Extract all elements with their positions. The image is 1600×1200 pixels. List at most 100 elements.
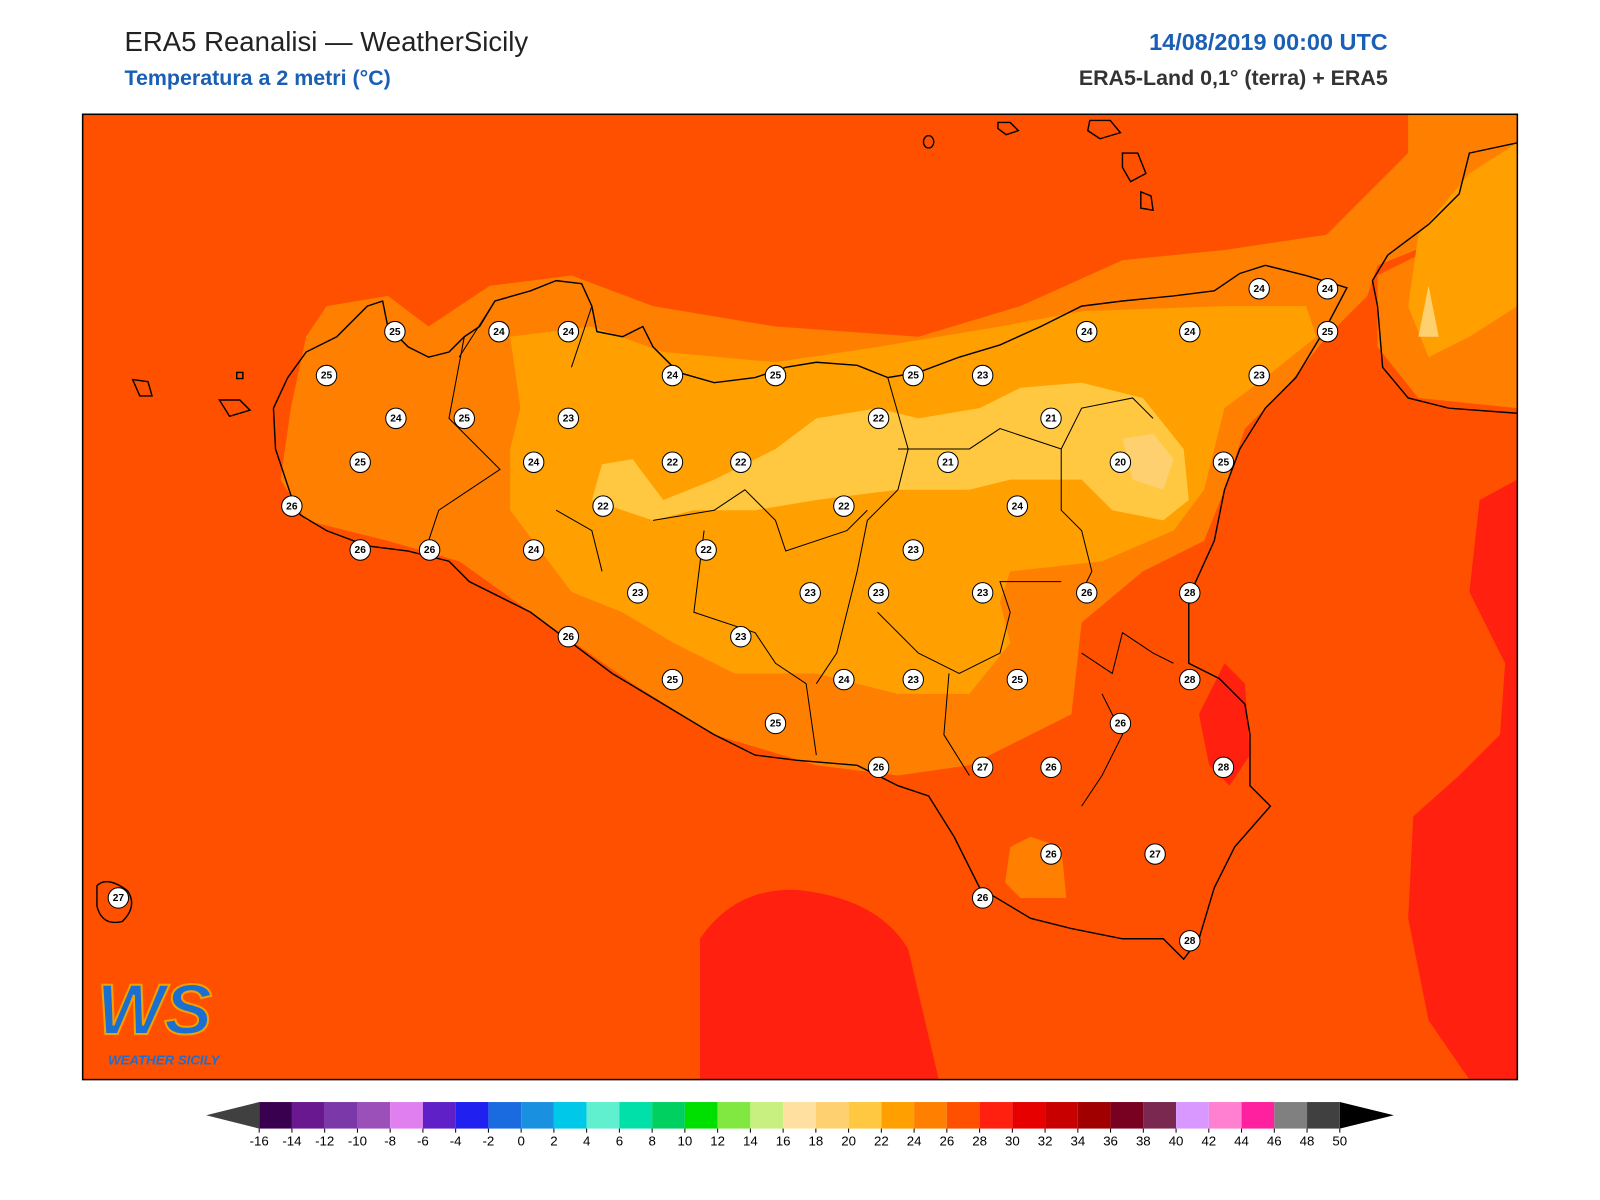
station-marker <box>385 407 407 430</box>
station-marker <box>833 668 855 691</box>
station-marker <box>902 668 924 691</box>
colorbar-tick-label: 26 <box>939 1133 954 1148</box>
station-value: 25 <box>1218 457 1230 468</box>
colorbar-band <box>1012 1102 1046 1129</box>
colorbar-tick-label: -2 <box>483 1133 495 1148</box>
station-marker <box>730 451 752 473</box>
station-marker <box>384 320 406 343</box>
colorbar-tick-label: -10 <box>348 1133 367 1148</box>
station-marker <box>867 582 890 604</box>
station-value: 26 <box>977 893 989 904</box>
colorbar-tick-label: 30 <box>1005 1133 1020 1148</box>
station-value: 25 <box>1012 675 1024 686</box>
colorbar-band <box>553 1102 587 1129</box>
station-value: 22 <box>700 545 712 556</box>
station-marker <box>627 582 649 604</box>
temperature-band <box>1122 433 1174 490</box>
station-marker <box>453 407 475 430</box>
colorbar-band <box>717 1102 751 1129</box>
station-value: 25 <box>389 327 401 338</box>
station-marker <box>1212 756 1235 779</box>
station-value: 26 <box>1081 588 1093 599</box>
colorbar-tick-label: 40 <box>1169 1133 1184 1148</box>
station-marker <box>971 887 994 909</box>
station-value: 22 <box>735 457 747 468</box>
station-value: 25 <box>770 371 782 382</box>
colorbar-band <box>455 1102 489 1129</box>
station-value: 24 <box>838 675 850 686</box>
station-marker <box>695 539 717 561</box>
station-value: 25 <box>459 414 471 425</box>
station-value: 25 <box>321 371 333 382</box>
colorbar-band <box>946 1102 980 1129</box>
station-value: 28 <box>1184 588 1196 599</box>
temperature-band <box>1198 663 1250 786</box>
station-marker <box>418 539 441 561</box>
station-value: 24 <box>1254 284 1266 295</box>
province-borders <box>428 300 1174 807</box>
colorbar-band <box>1241 1102 1275 1129</box>
map-frame <box>81 113 1519 1081</box>
station-value: 23 <box>632 588 644 599</box>
colorbar-tick-label: 20 <box>841 1133 856 1148</box>
station-value: 26 <box>286 501 298 512</box>
colorbar-band <box>1208 1102 1242 1129</box>
station-marker <box>315 364 338 387</box>
station-marker <box>764 712 787 735</box>
station-marker <box>730 626 752 648</box>
station-marker <box>349 539 371 561</box>
station-marker <box>971 364 994 387</box>
colorbar-tick-label: 50 <box>1332 1133 1347 1148</box>
station-marker <box>1040 756 1062 779</box>
station-marker <box>799 582 821 604</box>
station-value: 22 <box>597 501 609 512</box>
station-value: 22 <box>873 414 885 425</box>
colorbar-band <box>1143 1102 1177 1129</box>
station-marker <box>522 451 545 473</box>
logo-text: WEATHER SICILY <box>108 1053 221 1068</box>
temperature-band <box>1408 479 1518 1080</box>
station-marker <box>1040 843 1062 865</box>
colorbar-band <box>1176 1102 1209 1129</box>
station-marker <box>557 626 580 648</box>
station-value: 25 <box>770 719 782 730</box>
subtitle: Temperatura a 2 metri (°C) <box>124 66 390 90</box>
station-value: 24 <box>1322 284 1334 295</box>
temperature-band <box>1418 285 1439 337</box>
colorbar-tick-label: 4 <box>583 1133 590 1148</box>
station-value: 24 <box>1081 327 1093 338</box>
temperature-band <box>1408 142 1518 358</box>
colorbar-tick-label: -16 <box>250 1133 269 1148</box>
station-value: 23 <box>908 675 920 686</box>
station-value: 24 <box>528 545 540 556</box>
station-marker <box>661 668 684 691</box>
station-value: 21 <box>942 457 954 468</box>
station-value: 26 <box>873 763 885 774</box>
logo-mark: WS <box>97 970 212 1050</box>
colorbar-tick-label: 14 <box>743 1133 758 1148</box>
station-marker <box>1316 320 1339 343</box>
colorbar-tick-label: 2 <box>550 1133 557 1148</box>
colorbar-tick-label: 22 <box>874 1133 889 1148</box>
colorbar-band <box>1077 1102 1111 1129</box>
station-marker <box>1316 278 1339 300</box>
source: ERA5-Land 0,1° (terra) + ERA5 <box>1079 66 1388 90</box>
colorbar-tick-label: -6 <box>417 1133 429 1148</box>
colorbar-tick-label: -12 <box>315 1133 334 1148</box>
station-marker <box>1179 930 1201 952</box>
colorbar-band <box>291 1102 325 1129</box>
station-marker <box>1076 582 1098 604</box>
colorbar-band <box>324 1102 358 1129</box>
colorbar-tick-label: 24 <box>907 1133 922 1148</box>
station-marker <box>1179 320 1201 343</box>
colorbar-band <box>848 1102 882 1129</box>
colorbar-band <box>783 1102 816 1129</box>
colorbar-tick-label: 38 <box>1136 1133 1151 1148</box>
station-value: 27 <box>977 763 989 774</box>
station-marker <box>1076 320 1098 343</box>
colorbar-band <box>422 1102 456 1129</box>
datetime: 14/08/2019 00:00 UTC <box>1149 29 1388 55</box>
station-value: 26 <box>355 545 367 556</box>
colorbar-over <box>1339 1102 1394 1129</box>
